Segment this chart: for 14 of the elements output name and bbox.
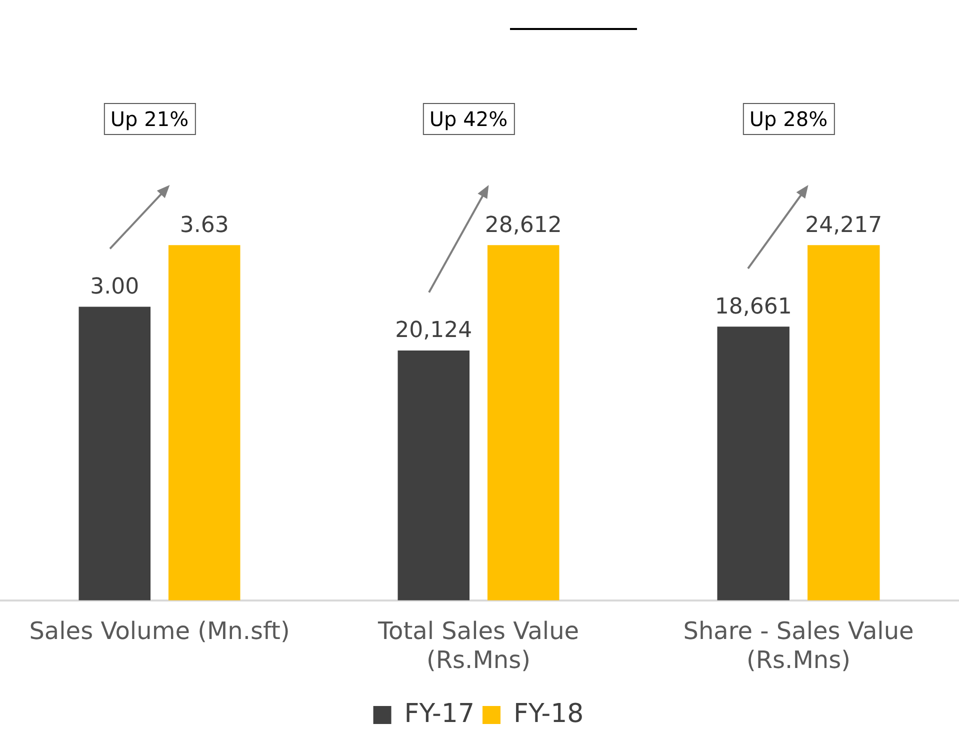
data-label: 3.63 — [180, 212, 229, 238]
x-tick-label: Sales Volume (Mn.sft) — [29, 617, 290, 646]
legend-label: FY-17 — [404, 698, 474, 729]
text: Up 42% — [422, 103, 515, 136]
data-label: 24,217 — [805, 212, 882, 238]
text: Up 21% — [103, 103, 196, 136]
x-tick-label: Share - Sales Value (Rs.Mns) — [683, 617, 914, 674]
data-label: 20,124 — [395, 318, 472, 344]
legend-label: FY-18 — [514, 698, 584, 729]
text: Up 28% — [742, 103, 835, 136]
x-tick-label: Total Sales Value (Rs.Mns) — [376, 617, 580, 674]
data-label: 18,661 — [714, 294, 792, 320]
data-label: 3.00 — [90, 274, 140, 300]
data-label: 28,612 — [484, 212, 562, 238]
